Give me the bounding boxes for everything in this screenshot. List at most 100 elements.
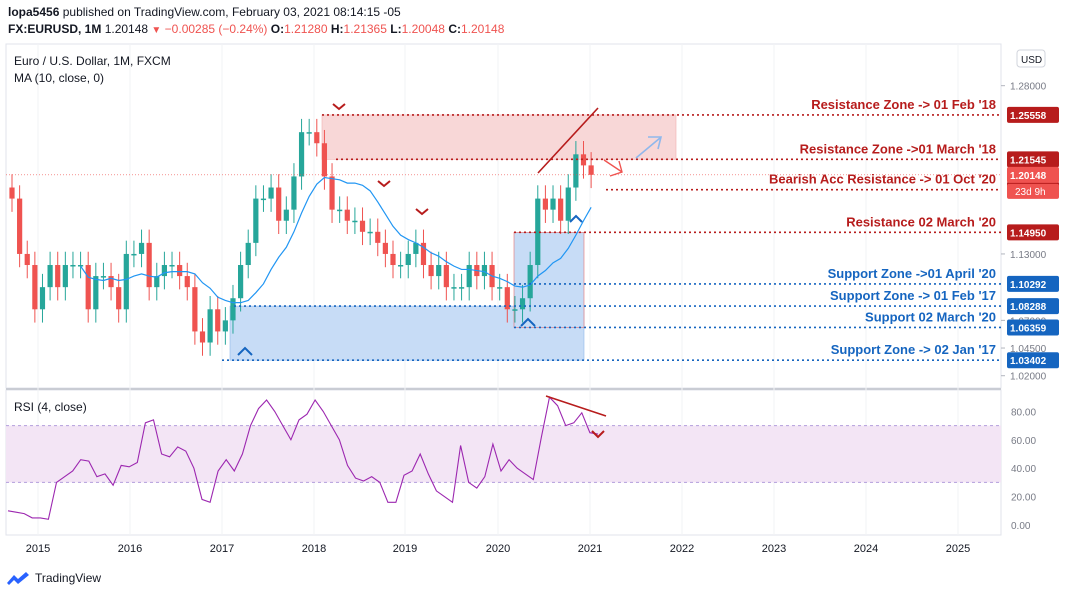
candle-body: [344, 209, 350, 221]
publish-text: published on TradingView.com, February 0…: [62, 5, 401, 19]
candle-body: [337, 209, 343, 212]
resistance-zone-box: [321, 114, 677, 160]
rsi-legend: RSI (4, close): [14, 400, 87, 414]
candle-body: [268, 187, 274, 199]
candle-body: [116, 287, 122, 310]
candle-body: [527, 265, 533, 299]
down-chevron-icon: [332, 103, 346, 111]
down-chevron-icon: [415, 208, 429, 216]
level-label: Support Zone ->01 April '20: [828, 266, 996, 281]
symbol-label[interactable]: FX:EURUSD, 1M: [8, 22, 102, 36]
high-label: H:: [330, 22, 344, 36]
price-tag-label: 1.14950: [1010, 228, 1047, 239]
price-tag: [1007, 275, 1059, 292]
candle-body: [466, 265, 472, 288]
tradingview-brand: TradingView: [35, 571, 102, 585]
candle-body: [542, 198, 548, 210]
candle-body: [161, 265, 167, 277]
year-tick-label: 2017: [210, 543, 234, 555]
close-label: C:: [448, 22, 461, 36]
candle-body: [291, 176, 297, 210]
down-chevron-icon: [591, 430, 605, 439]
candle-body: [177, 265, 183, 277]
candle-body: [390, 253, 396, 266]
price-tick-label: 1.28000: [1010, 82, 1047, 93]
candle-body: [276, 187, 282, 221]
candle-body: [260, 198, 267, 201]
last-price: 1.20148: [104, 22, 149, 36]
year-tick-label: 2023: [762, 543, 786, 555]
bearish-arrow-icon: [603, 159, 623, 173]
currency-button: [1016, 49, 1046, 68]
candle-body: [497, 287, 503, 289]
last-price-tag-label: 1.20148: [1010, 171, 1047, 182]
level-label: Resistance Zone -> 01 Feb '18: [811, 97, 996, 112]
candle-body: [375, 231, 381, 243]
chart-title: Euro / U.S. Dollar, 1M, FXCM: [14, 54, 171, 68]
high-value: 1.21365: [343, 22, 387, 36]
price-tag-label: 1.25558: [1010, 111, 1047, 122]
price-tag: [1007, 151, 1059, 168]
candle-body: [70, 265, 76, 267]
price-tag: [1007, 298, 1059, 315]
candle-body: [458, 287, 465, 289]
candle-body: [77, 265, 84, 267]
publish-info: lopa5456 published on TradingView.com, F…: [8, 4, 1008, 21]
candle-body: [47, 265, 53, 288]
price-tag: [1007, 319, 1059, 336]
up-chevron-icon: [520, 317, 536, 327]
up-chevron-icon: [237, 346, 253, 356]
price-tag: [1007, 224, 1059, 241]
countdown-tag: [1007, 183, 1059, 199]
author-name[interactable]: lopa5456: [8, 5, 60, 19]
candle-body: [207, 309, 213, 343]
main-pane-frame: [5, 43, 1002, 389]
rsi-line: [7, 396, 599, 520]
currency-button-label: USD: [1021, 55, 1042, 66]
price-tick-label: 1.02000: [1010, 372, 1047, 383]
rsi-tick-label: 20.00: [1011, 493, 1036, 504]
candle-body: [138, 242, 145, 254]
last-price-tag: [1007, 166, 1059, 183]
price-change: −0.00285 (−0.24%): [164, 22, 268, 36]
year-tick-label: 2021: [578, 543, 602, 555]
year-tick-label: 2020: [486, 543, 510, 555]
candle-body: [32, 265, 38, 310]
candle-body: [199, 331, 206, 343]
chart-header: lopa5456 published on TradingView.com, F…: [8, 4, 1008, 38]
price-tag-label: 1.08288: [1010, 302, 1047, 313]
candle-body: [146, 242, 152, 288]
open-label: O:: [270, 22, 285, 36]
candle-body: [24, 253, 30, 266]
candle-body: [352, 220, 358, 223]
candle-body: [428, 265, 434, 277]
trend-line: [537, 107, 599, 174]
candle-body: [55, 265, 61, 288]
level-label: Support Zone -> 01 Feb '17: [830, 288, 996, 303]
level-label: Support 02 March '20: [865, 309, 996, 324]
candle-body: [535, 198, 541, 266]
tradingview-footer[interactable]: TradingView: [6, 568, 101, 588]
candle-body: [504, 287, 510, 310]
bullish-arrow-icon: [635, 137, 661, 159]
ma-line: [80, 176, 592, 304]
candle-body: [405, 253, 411, 266]
close-value: 1.20148: [460, 22, 505, 36]
price-tag: [1007, 352, 1059, 369]
candle-body: [481, 265, 488, 277]
candle-body: [565, 187, 571, 221]
down-arrow-icon: ▼: [151, 25, 162, 36]
low-label: L:: [390, 22, 402, 36]
candle-body: [512, 309, 518, 311]
rsi-tick-label: 0.00: [1011, 521, 1031, 532]
candle-body: [588, 165, 594, 175]
level-label: Bearish Acc Resistance -> 01 Oct '20: [769, 172, 996, 187]
low-value: 1.20048: [401, 22, 445, 36]
rsi-divergence-line: [545, 395, 607, 417]
bearish-arrowhead-icon: [609, 160, 623, 177]
rsi-tick-label: 40.00: [1011, 464, 1036, 475]
candle-body: [62, 265, 68, 288]
candle-body: [39, 287, 46, 310]
candle-body: [253, 198, 259, 243]
